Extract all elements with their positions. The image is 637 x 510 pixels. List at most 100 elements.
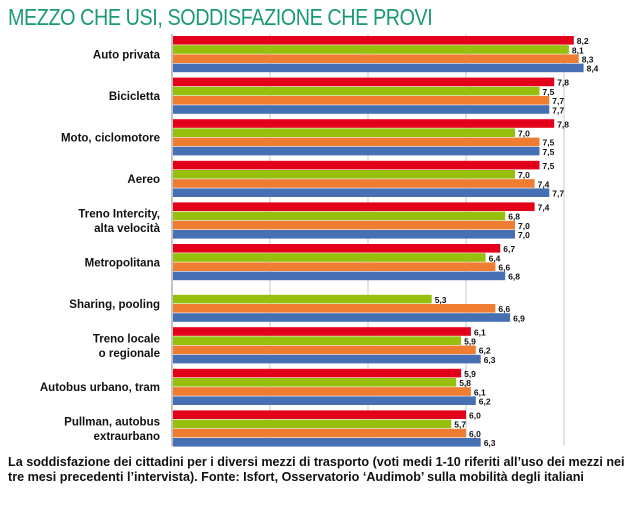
value-label: 7,7 <box>552 189 564 199</box>
category-label: Treno locale o regionale <box>93 333 160 360</box>
category-label-line: Bicicletta <box>109 91 161 103</box>
value-label: 7,4 <box>538 203 550 213</box>
bar-series-blue <box>173 230 515 239</box>
bar-series-red <box>173 202 535 211</box>
value-label: 7,5 <box>543 87 555 97</box>
value-label: 5,9 <box>464 369 476 379</box>
bar-series-blue <box>173 438 481 447</box>
value-label: 6,8 <box>508 212 520 222</box>
bar-series-red <box>173 160 540 170</box>
bar-series-green <box>173 294 432 304</box>
bar-series-blue <box>173 354 481 364</box>
value-label: 6,1 <box>474 387 486 397</box>
value-label: 7,5 <box>543 147 555 157</box>
value-label: 8,1 <box>572 45 584 55</box>
value-label: 7,5 <box>543 138 555 148</box>
value-label: 6,2 <box>479 397 491 407</box>
value-label: 7,0 <box>518 221 530 231</box>
bar-series-green <box>173 170 515 179</box>
value-label: 7,8 <box>557 78 569 88</box>
value-label: 6,0 <box>469 429 481 439</box>
value-label: 5,8 <box>459 378 471 388</box>
bar-series-blue <box>173 313 511 322</box>
bar-series-green <box>173 128 515 137</box>
bar-series-blue <box>173 105 550 114</box>
bar-series-red <box>173 36 574 45</box>
value-label: 6,6 <box>498 263 510 273</box>
value-label: 7,0 <box>518 170 530 180</box>
value-label: 8,2 <box>577 36 589 46</box>
bar-series-orange <box>173 345 476 355</box>
category-label-line: Treno Intercity, <box>78 209 160 221</box>
value-label: 6,9 <box>513 313 525 323</box>
bar-series-green <box>173 211 506 221</box>
bar-series-orange <box>173 220 515 230</box>
bar-series-blue <box>173 271 506 281</box>
bar-series-green <box>173 378 457 387</box>
bar-series-red <box>173 119 555 128</box>
value-label: 7,5 <box>543 161 555 171</box>
value-label: 6,3 <box>484 438 496 448</box>
value-label: 7,8 <box>557 119 569 129</box>
chart-title: MEZZO CHE USI, SODDISFAZIONE CHE PROVI <box>8 4 433 30</box>
bar-series-orange <box>173 262 496 271</box>
value-label: 7,0 <box>518 230 530 240</box>
bar-series-green <box>173 45 569 54</box>
category-label: Bicicletta <box>109 91 161 103</box>
bar-series-blue <box>173 396 476 405</box>
category-label-line: extraurbano <box>94 431 160 443</box>
value-label: 7,7 <box>552 105 564 115</box>
bar-series-blue <box>173 188 550 197</box>
category-label: Moto, ciclomotore <box>61 133 160 145</box>
category-label: Sharing, pooling <box>69 299 160 311</box>
bar-series-red <box>173 244 501 253</box>
chart-caption: La soddisfazione dei cittadini per i div… <box>8 455 625 484</box>
value-label: 7,4 <box>538 179 550 189</box>
category-label: Aereo <box>127 174 160 186</box>
bar-series-orange <box>173 96 550 105</box>
bar-series-red <box>173 368 462 378</box>
bar-series-green <box>173 253 486 262</box>
bar-series-orange <box>173 387 471 396</box>
category-label-line: Auto privata <box>93 49 161 61</box>
bar-series-orange <box>173 428 466 438</box>
category-label: Autobus urbano, tram <box>40 382 160 394</box>
category-label-line: Pullman, autobus <box>64 417 160 429</box>
value-label: 6,4 <box>489 253 501 263</box>
category-label: Auto privata <box>93 49 161 61</box>
category-label-line: o regionale <box>99 348 160 360</box>
value-label: 6,8 <box>508 272 520 282</box>
value-label: 7,7 <box>552 96 564 106</box>
category-label: Treno Intercity, alta velocità <box>78 209 160 236</box>
category-label: Pullman, autobus extraurbano <box>64 417 160 444</box>
bar-series-green <box>173 336 462 345</box>
bar-series-red <box>173 327 471 336</box>
category-label-line: Autobus urbano, tram <box>40 382 160 394</box>
value-label: 6,2 <box>479 346 491 356</box>
value-label: 6,1 <box>474 327 486 337</box>
value-label: 6,3 <box>484 355 496 365</box>
bar-series-red <box>173 410 466 419</box>
bar-series-orange <box>173 179 535 188</box>
bar-chart: Auto privata8,28,18,38,4Bicicletta7,87,5… <box>40 34 599 448</box>
bar-series-green <box>173 419 452 429</box>
category-label-line: Sharing, pooling <box>69 299 160 311</box>
value-label: 5,9 <box>464 337 476 347</box>
value-label: 6,6 <box>498 304 510 314</box>
category-label-line: Moto, ciclomotore <box>61 133 160 145</box>
value-label: 5,3 <box>435 295 447 305</box>
bar-series-orange <box>173 54 579 63</box>
category-label-line: alta velocità <box>94 223 160 235</box>
value-label: 8,4 <box>587 64 599 74</box>
bar-series-red <box>173 77 555 87</box>
value-label: 8,3 <box>582 55 594 65</box>
category-label: Metropolitana <box>85 257 161 269</box>
value-label: 6,0 <box>469 411 481 421</box>
bar-series-blue <box>173 63 584 73</box>
bar-series-green <box>173 86 540 96</box>
bar-series-orange <box>173 137 540 147</box>
bar-series-blue <box>173 146 540 156</box>
value-label: 6,7 <box>503 244 515 254</box>
value-label: 5,7 <box>454 420 466 430</box>
value-label: 7,0 <box>518 129 530 139</box>
